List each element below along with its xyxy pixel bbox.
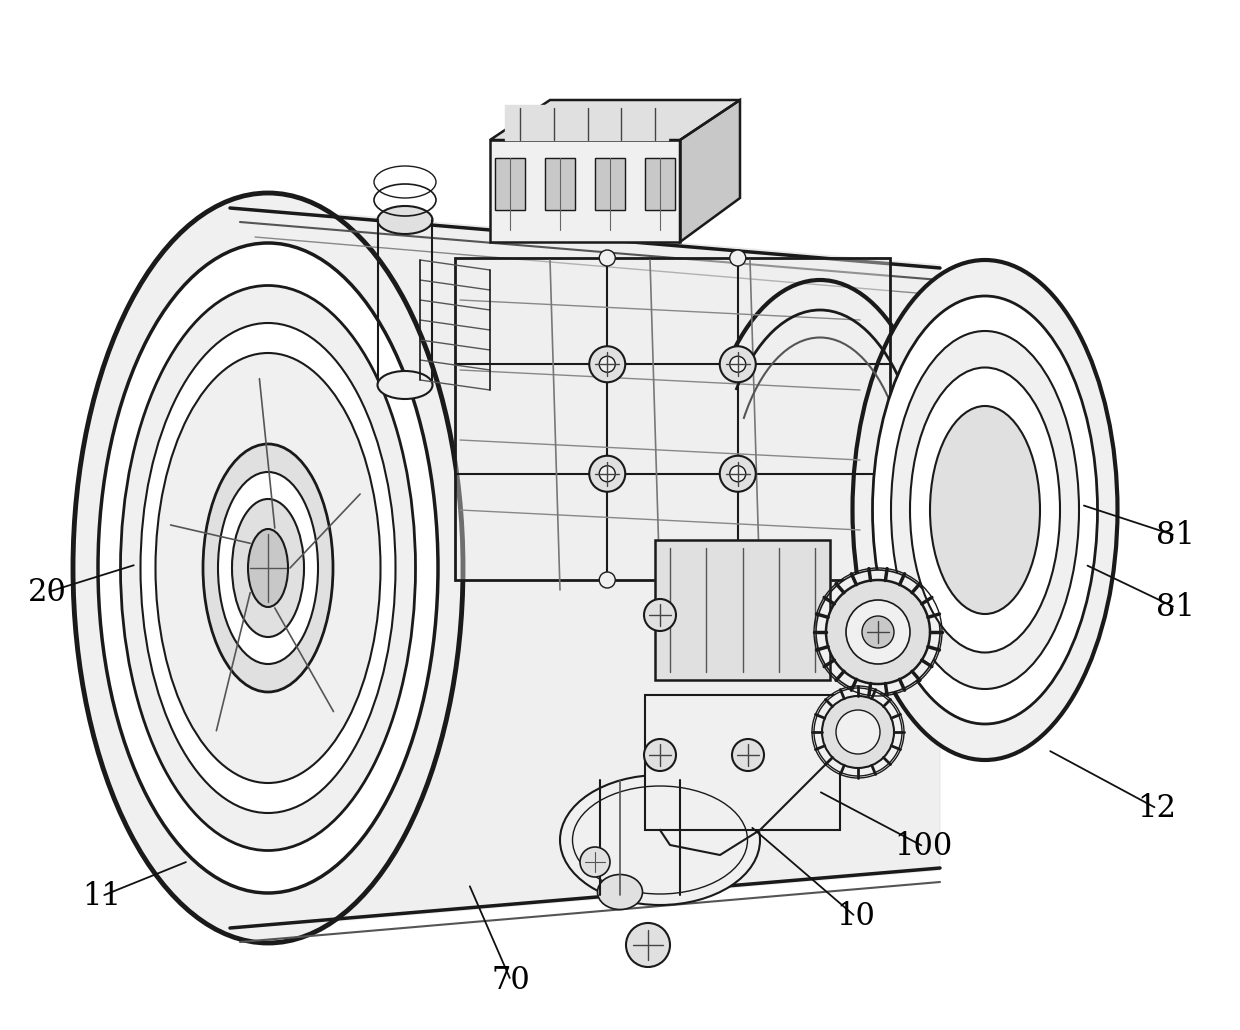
Circle shape [644, 599, 676, 631]
Ellipse shape [155, 353, 381, 783]
Ellipse shape [377, 206, 433, 234]
Text: 81: 81 [1156, 592, 1195, 623]
Polygon shape [455, 258, 890, 580]
Ellipse shape [232, 499, 304, 637]
Ellipse shape [203, 444, 334, 692]
Ellipse shape [853, 260, 1117, 760]
Text: 100: 100 [895, 831, 952, 862]
Circle shape [580, 847, 610, 877]
Ellipse shape [873, 296, 1097, 724]
Circle shape [846, 600, 910, 664]
Text: 70: 70 [491, 965, 531, 996]
Ellipse shape [73, 193, 463, 943]
Ellipse shape [598, 874, 642, 909]
Circle shape [599, 572, 615, 588]
Text: 11: 11 [82, 881, 122, 912]
Circle shape [813, 688, 901, 776]
Ellipse shape [930, 406, 1040, 614]
Ellipse shape [248, 529, 288, 607]
Circle shape [599, 356, 615, 372]
Circle shape [719, 455, 755, 491]
Circle shape [644, 739, 676, 771]
Text: 12: 12 [1137, 793, 1177, 824]
Circle shape [589, 346, 625, 382]
Text: 81: 81 [1156, 520, 1195, 551]
Polygon shape [229, 205, 940, 930]
Ellipse shape [120, 285, 415, 851]
Ellipse shape [560, 775, 760, 905]
Circle shape [836, 710, 880, 754]
Polygon shape [645, 695, 839, 830]
Text: 10: 10 [836, 901, 875, 932]
Text: 20: 20 [27, 577, 67, 608]
Ellipse shape [377, 371, 433, 399]
Circle shape [732, 739, 764, 771]
Polygon shape [490, 140, 680, 242]
Circle shape [599, 250, 615, 266]
Circle shape [589, 455, 625, 491]
Polygon shape [495, 158, 525, 210]
Ellipse shape [892, 331, 1079, 689]
Circle shape [626, 923, 670, 967]
Ellipse shape [910, 368, 1060, 652]
Circle shape [719, 346, 755, 382]
Circle shape [822, 696, 894, 768]
Circle shape [826, 580, 930, 684]
Circle shape [862, 616, 894, 648]
Polygon shape [680, 100, 740, 242]
Polygon shape [546, 158, 575, 210]
Circle shape [730, 356, 745, 372]
Polygon shape [645, 158, 675, 210]
Circle shape [730, 572, 745, 588]
Circle shape [816, 570, 940, 694]
Polygon shape [505, 105, 668, 140]
Circle shape [730, 250, 745, 266]
Circle shape [599, 466, 615, 482]
Circle shape [730, 466, 745, 482]
Polygon shape [595, 158, 625, 210]
Ellipse shape [98, 243, 438, 893]
Polygon shape [655, 540, 830, 680]
Polygon shape [490, 100, 740, 140]
Ellipse shape [218, 472, 317, 664]
Ellipse shape [140, 323, 396, 813]
